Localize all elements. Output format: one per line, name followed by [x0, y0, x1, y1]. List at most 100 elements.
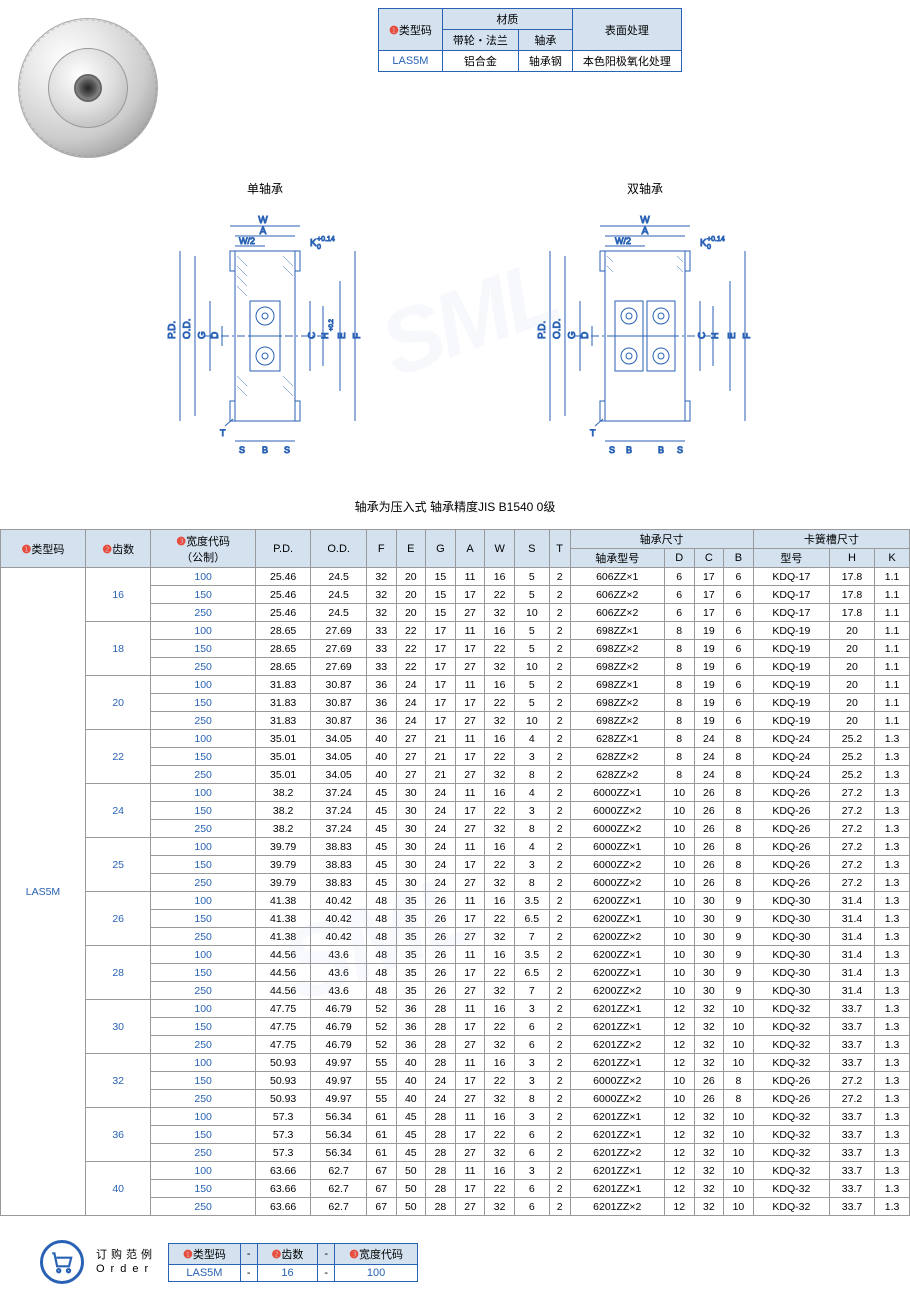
data-cell: 10	[514, 604, 549, 622]
data-cell: KDQ-26	[753, 874, 829, 892]
data-cell: 24	[426, 1090, 456, 1108]
h-width: 宽度代码	[186, 536, 230, 548]
data-cell: 67	[366, 1198, 396, 1216]
data-cell: 2	[549, 910, 570, 928]
data-cell: 20	[396, 568, 426, 586]
data-cell: 150	[151, 1018, 255, 1036]
data-cell: 30	[396, 802, 426, 820]
data-cell: 45	[366, 784, 396, 802]
data-cell: KDQ-24	[753, 766, 829, 784]
data-cell: 28	[426, 1198, 456, 1216]
data-cell: 6	[514, 1144, 549, 1162]
data-cell: 32	[694, 1018, 724, 1036]
data-cell: 35.01	[255, 748, 311, 766]
data-cell: 17	[455, 910, 485, 928]
data-cell: 9	[724, 946, 754, 964]
data-cell: 1.1	[875, 658, 910, 676]
data-cell: 4	[514, 784, 549, 802]
svg-text:+0.2: +0.2	[329, 318, 335, 331]
teeth-cell: 20	[85, 676, 150, 730]
data-cell: 52	[366, 1036, 396, 1054]
data-cell: 6	[724, 694, 754, 712]
diagram-single-bearing: W A W/2 K+0.140 P.D. O.D. G D C H+0.2 E …	[105, 201, 425, 481]
data-cell: 6201ZZ×1	[570, 1180, 664, 1198]
data-cell: 20	[396, 604, 426, 622]
data-cell: 16	[485, 1108, 515, 1126]
data-cell: 6201ZZ×1	[570, 1018, 664, 1036]
data-cell: 49.97	[311, 1072, 367, 1090]
data-cell: 22	[396, 658, 426, 676]
h-a: A	[455, 530, 485, 568]
svg-text:B: B	[658, 445, 664, 455]
o-d2: -	[318, 1264, 335, 1281]
data-cell: 38.83	[311, 874, 367, 892]
data-cell: 33.7	[829, 1180, 874, 1198]
data-cell: 27.2	[829, 1090, 874, 1108]
data-cell: 1.3	[875, 1144, 910, 1162]
data-cell: 150	[151, 748, 255, 766]
data-cell: 7	[514, 928, 549, 946]
data-cell: 45	[366, 874, 396, 892]
data-cell: 28	[426, 1126, 456, 1144]
data-cell: 32	[485, 604, 515, 622]
data-cell: 250	[151, 604, 255, 622]
data-cell: 56.34	[311, 1108, 367, 1126]
data-cell: 15	[426, 604, 456, 622]
data-cell: 16	[485, 838, 515, 856]
teeth-cell: 18	[85, 622, 150, 676]
data-cell: 30	[694, 964, 724, 982]
data-cell: 27	[455, 820, 485, 838]
data-cell: 10	[724, 1144, 754, 1162]
data-cell: 16	[485, 622, 515, 640]
data-cell: 17	[426, 622, 456, 640]
data-cell: 26	[694, 802, 724, 820]
data-cell: 10	[664, 1090, 694, 1108]
data-cell: 32	[485, 820, 515, 838]
data-cell: 10	[724, 1126, 754, 1144]
data-cell: KDQ-32	[753, 1144, 829, 1162]
data-cell: 27.2	[829, 874, 874, 892]
svg-text:+0.14: +0.14	[707, 236, 725, 243]
data-cell: 4	[514, 838, 549, 856]
data-cell: 57.3	[255, 1126, 311, 1144]
data-cell: 27	[396, 748, 426, 766]
data-cell: 2	[549, 676, 570, 694]
svg-text:K: K	[310, 238, 317, 249]
data-cell: 1.1	[875, 568, 910, 586]
data-cell: 150	[151, 1126, 255, 1144]
data-cell: 55	[366, 1054, 396, 1072]
data-cell: 35.01	[255, 766, 311, 784]
data-cell: 35	[396, 964, 426, 982]
data-cell: 28.65	[255, 622, 311, 640]
data-cell: 1.3	[875, 982, 910, 1000]
table-row: 3610057.356.346145281116326201ZZ×1123210…	[1, 1108, 910, 1126]
data-cell: 16	[485, 1000, 515, 1018]
data-cell: 8	[514, 820, 549, 838]
data-cell: 37.24	[311, 802, 367, 820]
data-cell: 9	[724, 982, 754, 1000]
data-cell: 8	[664, 622, 694, 640]
data-cell: 27	[396, 730, 426, 748]
data-cell: 3	[514, 1054, 549, 1072]
data-cell: 35	[396, 910, 426, 928]
data-cell: 31.83	[255, 694, 311, 712]
data-cell: 17	[426, 694, 456, 712]
data-cell: 6	[724, 586, 754, 604]
table-row: 2410038.237.244530241116426000ZZ×110268K…	[1, 784, 910, 802]
svg-text:G: G	[197, 331, 208, 339]
data-cell: 16	[485, 892, 515, 910]
data-cell: 38.2	[255, 802, 311, 820]
data-cell: 6	[724, 622, 754, 640]
data-cell: 33	[366, 622, 396, 640]
table-row: 2810044.5643.648352611163.526200ZZ×11030…	[1, 946, 910, 964]
data-cell: 11	[455, 1162, 485, 1180]
data-cell: 33	[366, 640, 396, 658]
data-cell: 10	[724, 1036, 754, 1054]
data-cell: 24	[396, 712, 426, 730]
svg-text:H: H	[320, 333, 330, 340]
data-cell: 6200ZZ×1	[570, 964, 664, 982]
data-cell: 22	[485, 964, 515, 982]
data-cell: KDQ-32	[753, 1018, 829, 1036]
data-cell: 31.4	[829, 964, 874, 982]
data-cell: 26	[426, 892, 456, 910]
